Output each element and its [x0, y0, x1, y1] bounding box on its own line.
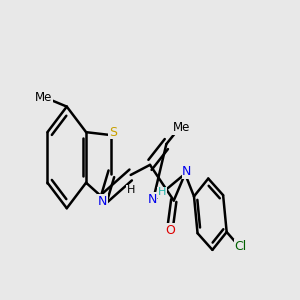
Text: Cl: Cl: [235, 240, 247, 253]
Text: O: O: [165, 224, 175, 237]
Text: Me: Me: [35, 91, 52, 104]
Text: S: S: [109, 126, 117, 139]
Text: N: N: [98, 195, 107, 208]
Text: H: H: [127, 185, 135, 195]
Text: N: N: [147, 193, 157, 206]
Text: Me: Me: [172, 121, 190, 134]
Text: H: H: [158, 187, 166, 197]
Text: N: N: [182, 166, 191, 178]
